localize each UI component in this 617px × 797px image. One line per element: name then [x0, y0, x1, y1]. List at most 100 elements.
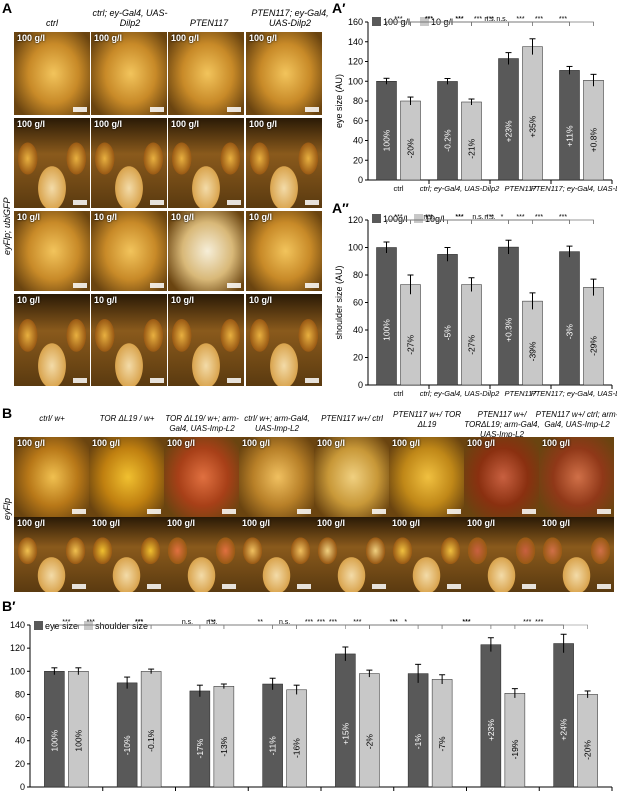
panel-a-photo-r4-c2: 10 g/l [91, 294, 167, 386]
condition-tag: 10 g/l [171, 212, 195, 222]
y-tick-label: 120 [348, 215, 363, 225]
significance-label: *** [559, 16, 567, 23]
panel-a-photo-r2-c1: 100 g/l [14, 118, 90, 208]
data-label: 100% [73, 729, 83, 751]
y-tick-label: 0 [358, 175, 363, 185]
data-label: -7% [437, 736, 447, 752]
significance-label: n.s. [206, 619, 217, 626]
significance-label: n.s. [423, 214, 434, 221]
panel-a-col-3: PTEN117 [189, 18, 229, 28]
chart-letter: A′ [332, 0, 346, 16]
condition-tag: 100 g/l [94, 119, 123, 129]
significance-bracket [514, 624, 564, 629]
y-tick-label: 160 [348, 17, 363, 27]
panel-a-photo-r3-c2: 10 g/l [91, 211, 167, 291]
condition-tag: 100 g/l [92, 518, 121, 528]
significance-bracket [272, 624, 297, 629]
significance-label: *** [135, 619, 143, 626]
panel-b-photo-r2-c2: 100 g/l [89, 517, 164, 592]
y-tick-label: 140 [348, 37, 363, 47]
panel-a-col-4: PTEN117; ey-Gal4, UAS-Dilp2 [251, 8, 329, 28]
panel-b-photo-r1-c5: 100 g/l [314, 437, 389, 517]
y-tick-label: 40 [353, 325, 363, 335]
scale-bar [372, 584, 386, 589]
scale-bar [227, 200, 241, 205]
scale-bar [150, 200, 164, 205]
scale-bar [227, 107, 241, 112]
condition-tag: 100 g/l [392, 438, 421, 448]
bar [213, 686, 235, 788]
y-tick-label: 40 [353, 136, 363, 146]
panel-b-photo-r2-c7: 100 g/l [464, 517, 539, 592]
scale-bar [447, 509, 461, 514]
data-label: -13% [219, 736, 229, 756]
condition-tag: 100 g/l [317, 438, 346, 448]
data-label: +11% [565, 125, 575, 147]
panel-a-photo-r4-c1: 10 g/l [14, 294, 90, 386]
significance-label: *** [535, 214, 543, 221]
significance-label: * [392, 619, 395, 626]
data-label: -27% [467, 334, 477, 354]
panel-a-letter: A [2, 0, 13, 16]
panel-b-photo-r1-c6: 100 g/l [389, 437, 464, 517]
data-label: 100% [49, 729, 59, 751]
category-label: PTEN117; ey-Gal4, UAS-Dilp2 [531, 184, 617, 193]
chart-b-prime: B′ 0 20 40 60 80 100 120 140 100% 100% -10% -0.1% -17… [2, 598, 613, 792]
data-label: +35% [528, 115, 538, 137]
condition-tag: 100 g/l [17, 438, 46, 448]
panel-b-photo-r1-c1: 100 g/l [14, 437, 89, 517]
condition-tag: 100 g/l [467, 438, 496, 448]
panel-b-col-5: PTEN117 w+/ ctrl [321, 414, 383, 423]
legend-swatch [84, 621, 93, 630]
panel-b-photo-r1-c7: 100 g/l [464, 437, 539, 517]
panel-a-side-label: eyFlp; ubiGFP [2, 197, 12, 255]
y-tick-label: 140 [10, 620, 25, 630]
scale-bar [597, 584, 611, 589]
y-tick-label: 100 [10, 666, 25, 676]
scale-bar [522, 584, 536, 589]
panel-b-letter: B [2, 405, 13, 421]
data-label: -27% [406, 334, 416, 354]
significance-label: n.s. [472, 214, 483, 221]
legend-swatch [420, 17, 429, 26]
significance-label: *** [394, 16, 402, 23]
chart-a-prime: A′ 0 20 40 60 80 100 120 140 160 eye size (AU) 100%… [332, 0, 617, 193]
significance-label: *** [135, 619, 143, 626]
condition-tag: 100 g/l [17, 33, 46, 43]
y-tick-label: 60 [353, 116, 363, 126]
data-label: -19% [510, 739, 520, 759]
scale-bar [447, 584, 461, 589]
condition-tag: 100 g/l [242, 518, 271, 528]
category-label: ctrl; ey-Gal4, UAS-Dilp2 [420, 389, 500, 398]
condition-tag: 100 g/l [249, 119, 278, 129]
significance-label: *** [208, 619, 216, 626]
significance-label: *** [486, 16, 494, 23]
significance-label: * [501, 214, 504, 221]
condition-tag: 10 g/l [17, 295, 41, 305]
y-axis-label: eye size (AU) [334, 74, 344, 128]
scale-bar [305, 378, 319, 383]
bar [553, 643, 574, 788]
scale-bar [305, 200, 319, 205]
bar [559, 70, 580, 181]
significance-bracket [54, 624, 128, 629]
significance-label: *** [455, 214, 463, 221]
significance-label: * [404, 619, 407, 626]
significance-bracket [369, 624, 443, 629]
significance-label: *** [353, 619, 361, 626]
data-label: -0.1% [146, 729, 156, 752]
scale-bar [150, 107, 164, 112]
condition-tag: 100 g/l [242, 438, 271, 448]
data-label: +0.8% [589, 127, 599, 152]
bar [559, 251, 580, 386]
significance-label: n.s. [484, 16, 495, 23]
y-tick-label: 0 [358, 380, 363, 390]
significance-label: *** [474, 16, 482, 23]
significance-label: *** [317, 619, 325, 626]
significance-label: *** [425, 16, 433, 23]
significance-label: n.s. [484, 214, 495, 221]
chart-a-double-prime: A″ 0 20 40 60 80 100 120 shoulder size (AU) 100% -… [332, 200, 617, 398]
condition-tag: 10 g/l [249, 295, 273, 305]
category-label: ctrl [394, 184, 404, 193]
scale-bar [222, 509, 236, 514]
